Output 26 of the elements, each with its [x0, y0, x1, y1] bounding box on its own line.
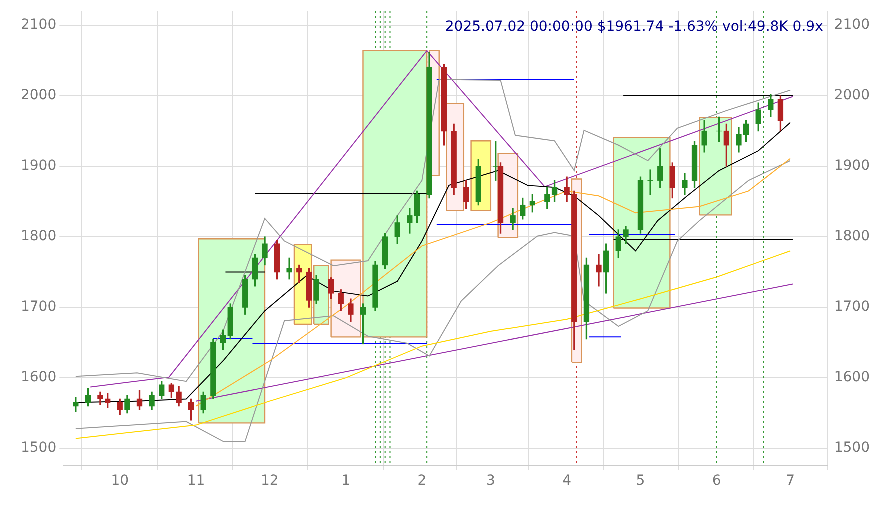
x-tick-label: 2	[418, 473, 427, 490]
y2-tick-label: 1800	[834, 228, 870, 245]
x-tick-label: 1	[342, 473, 351, 490]
y2-tick-label: 1500	[834, 440, 870, 456]
y-tick-label: 2000	[20, 88, 57, 104]
y-tick-label: 1900	[20, 158, 57, 174]
x-tick-label: 7	[786, 473, 795, 490]
text: 2025.07.02 00:00:00 $1961.74 -1.63% vol:49.8K 0.9x	[445, 19, 824, 36]
y2-tick-label: 2100	[834, 17, 870, 34]
y-tick-label: 2100	[20, 17, 57, 34]
x-tick-label: 11	[187, 473, 206, 490]
x-tick-label: 3	[486, 473, 496, 490]
y-tick-label: 1600	[20, 370, 57, 386]
x-tick-label: 6	[712, 473, 722, 490]
y2-tick-label: 1600	[834, 370, 870, 386]
candlestick	[493, 142, 499, 181]
x-tick-label: 10	[111, 473, 130, 490]
y-tick-label: 1800	[20, 228, 57, 245]
y-tick-label: 1700	[20, 299, 57, 316]
y2-tick-label: 1900	[834, 158, 870, 174]
y-tick-label: 1500	[20, 440, 57, 456]
y2-tick-label: 1700	[834, 299, 870, 316]
x-tick-label: 12	[261, 473, 279, 490]
x-tick-label: 5	[636, 473, 646, 490]
y2-tick-label: 2000	[834, 88, 870, 104]
x-tick-label: 4	[562, 473, 572, 490]
